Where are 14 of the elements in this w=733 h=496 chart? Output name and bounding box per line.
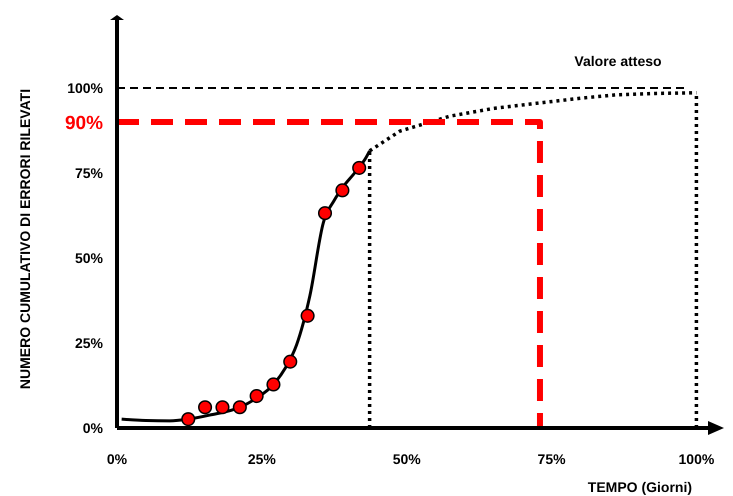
x-tick-label: 50% [392,451,422,467]
y-tick-label: 0% [82,420,104,436]
y-axis-title: NUMERO CUMULATIVO DI ERRORI RILEVATI [17,88,33,390]
y-tick-label: 25% [74,335,104,351]
x-axis-title: TEMPO (Giorni) [588,479,692,495]
x-tick-label: 75% [538,451,566,467]
y-tick-label: 50% [74,250,104,266]
x-tick-label: 0% [106,451,128,467]
ref-line-label: Valore atteso [574,53,662,69]
x-tick-label: 25% [248,451,276,467]
y-tick-label: 100% [67,80,104,96]
annotation: 90% [64,113,104,134]
x-tick-label: 100% [678,451,715,467]
y-tick-label: 75% [74,165,104,181]
